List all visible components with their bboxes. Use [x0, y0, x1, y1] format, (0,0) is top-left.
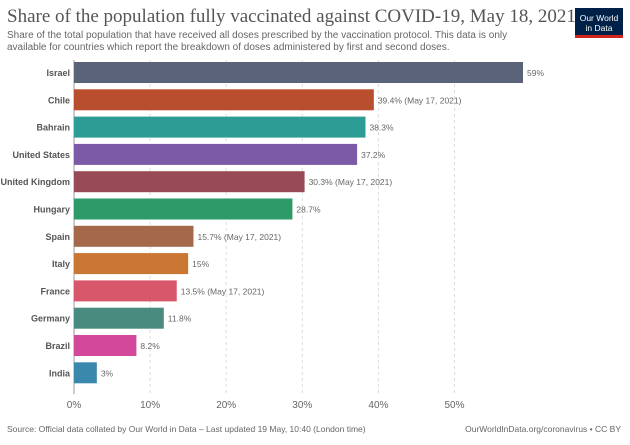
- x-axis: 0% 10% 20% 30% 40% 50%: [67, 400, 465, 411]
- value-label: 15.7% (May 17, 2021): [197, 232, 281, 242]
- category-label: Italy: [52, 259, 70, 269]
- bar[interactable]: [74, 89, 374, 111]
- value-label: 37.2%: [361, 150, 386, 160]
- bar[interactable]: [74, 253, 189, 275]
- logo-line1: Our World: [579, 13, 619, 23]
- category-label: Hungary: [33, 205, 70, 215]
- value-label: 8.2%: [140, 341, 160, 351]
- value-label: 11.8%: [168, 314, 192, 324]
- category-label: Bahrain: [36, 123, 70, 133]
- bar[interactable]: [74, 362, 97, 384]
- bar[interactable]: [74, 307, 164, 329]
- x-tick-label: 20%: [216, 400, 236, 411]
- bar[interactable]: [74, 116, 366, 138]
- bar[interactable]: [74, 171, 305, 193]
- value-label: 30.3% (May 17, 2021): [309, 177, 393, 187]
- category-label: Chile: [48, 95, 70, 105]
- value-label: 13.5% (May 17, 2021): [181, 286, 265, 296]
- x-tick-label: 30%: [292, 400, 312, 411]
- x-tick-label: 0%: [67, 400, 82, 411]
- bar[interactable]: [74, 198, 293, 220]
- category-label: Israel: [46, 68, 70, 78]
- category-label: France: [40, 286, 70, 296]
- x-tick-label: 10%: [140, 400, 160, 411]
- x-tick-label: 40%: [368, 400, 388, 411]
- bar[interactable]: [74, 280, 177, 302]
- value-label: 38.3%: [369, 123, 394, 133]
- category-label: Brazil: [45, 341, 70, 351]
- value-label: 15%: [192, 259, 209, 269]
- x-tick-label: 50%: [445, 400, 465, 411]
- license-credit[interactable]: OurWorldInData.org/coronavirus • CC BY: [465, 424, 621, 434]
- value-label: 59%: [527, 68, 544, 78]
- chart-subtitle: Share of the total population that have …: [7, 30, 508, 53]
- bars: Israel 59% Chile 39.4% (May 17, 2021) Bahrai…: [1, 62, 544, 384]
- value-label: 28.7%: [296, 205, 321, 215]
- value-label: 39.4% (May 17, 2021): [378, 95, 462, 105]
- source-note[interactable]: Source: Official data collated by Our Wo…: [7, 424, 366, 434]
- bar[interactable]: [74, 143, 358, 165]
- category-label: United States: [12, 150, 70, 160]
- category-label: India: [49, 368, 71, 378]
- category-label: Germany: [31, 314, 70, 324]
- logo-line2: in Data: [585, 23, 613, 33]
- chart-title: Share of the population fully vaccinated…: [7, 6, 576, 27]
- bar[interactable]: [74, 62, 523, 83]
- bar[interactable]: [74, 335, 137, 356]
- category-label: Spain: [45, 232, 70, 242]
- owid-logo[interactable]: Our World in Data: [575, 8, 623, 38]
- category-label: United Kingdom: [1, 177, 71, 187]
- bar[interactable]: [74, 225, 194, 247]
- value-label: 3%: [101, 368, 114, 378]
